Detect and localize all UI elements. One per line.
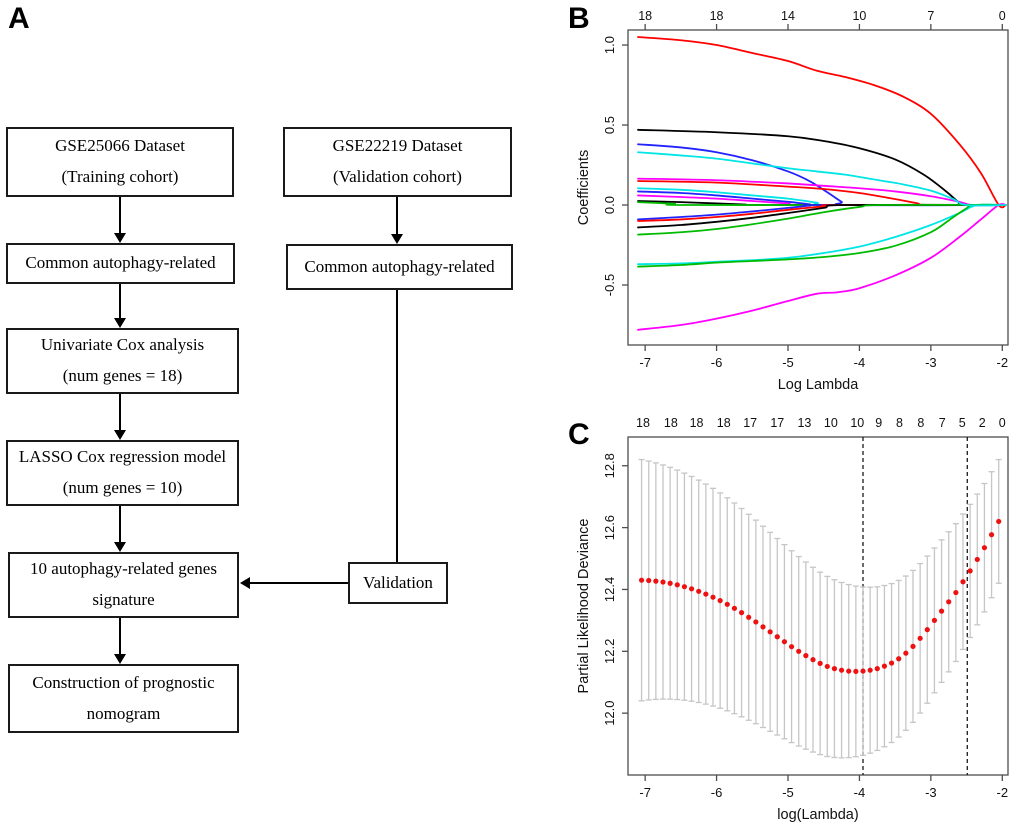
plot-axes [622,24,1009,351]
svg-text:7: 7 [939,416,946,430]
svg-text:-7: -7 [639,785,651,800]
svg-text:13: 13 [797,416,811,430]
flow-box-training-line1: GSE25066 Dataset [55,136,185,156]
error-bars [638,458,1002,759]
deviance-points [638,518,1002,675]
svg-text:-5: -5 [782,785,794,800]
svg-text:18: 18 [690,416,704,430]
svg-text:-6: -6 [711,355,723,370]
flow-box-lasso: LASSO Cox regression model (num genes = … [6,440,239,506]
svg-text:10: 10 [824,416,838,430]
coef-green-3 [637,203,1007,268]
svg-text:10: 10 [852,9,866,23]
svg-text:-4: -4 [854,355,866,370]
flow-box-signature: 10 autophagy-related genes signature [8,552,239,618]
svg-text:17: 17 [743,416,757,430]
svg-text:Partial Likelihood Deviance: Partial Likelihood Deviance [576,519,592,694]
arrow-training-to-common [114,197,126,243]
svg-text:9: 9 [875,416,882,430]
flow-box-nomogram: Construction of prognostic nomogram [8,664,239,733]
flow-box-univariate-line1: Univariate Cox analysis [40,335,205,355]
svg-text:-6: -6 [711,785,723,800]
svg-text:0: 0 [999,416,1006,430]
svg-text:8: 8 [896,416,903,430]
svg-text:8: 8 [917,416,924,430]
svg-text:-4: -4 [854,785,866,800]
flow-box-lasso-line1: LASSO Cox regression model [18,447,227,467]
coef-cyan-1 [637,151,1007,207]
svg-text:12.2: 12.2 [602,639,617,664]
coef-magenta-3 [637,203,1007,331]
svg-text:18: 18 [717,416,731,430]
svg-text:12.8: 12.8 [602,453,617,478]
arrow-validation-to-signature [240,577,348,589]
flow-box-signature-line1: 10 autophagy-related genes [30,559,217,579]
svg-text:-7: -7 [639,355,651,370]
flow-box-common-right-line1: Common autophagy-related [304,256,495,276]
flow-box-nomogram-line2: nomogram [86,703,161,723]
svg-text:Coefficients: Coefficients [576,150,592,226]
flow-box-validation-cohort: GSE22219 Dataset (Validation cohort) [283,127,512,197]
svg-text:18: 18 [664,416,678,430]
svg-text:10: 10 [850,416,864,430]
arrow-lasso-to-signature [114,506,126,552]
coef-magenta-1 [637,177,1007,207]
svg-text:-3: -3 [925,355,937,370]
flow-box-common-left: Common autophagy-related [6,243,235,284]
arrow-common-to-univariate [114,284,126,328]
svg-text:12.6: 12.6 [602,515,617,540]
flow-box-validation: Validation [348,562,448,604]
flow-box-nomogram-line1: Construction of prognostic [32,672,215,692]
svg-text:18: 18 [710,9,724,23]
cv-deviance-plot: -7 -6 -5 -4 -3 -2 12.0 12.2 12.4 12.6 12.8 18 18 18 18… [576,416,1009,823]
plot-axes [622,436,1009,781]
flow-box-common-left-line1: Common autophagy-related [25,253,216,273]
flow-box-training-line2: (Training cohort) [61,167,179,186]
flow-box-training: GSE25066 Dataset (Training cohort) [6,127,234,197]
svg-text:5: 5 [959,416,966,430]
flow-box-validation-cohort-line1: GSE22219 Dataset [332,136,463,156]
coef-black-3 [637,203,1007,229]
flow-box-common-right: Common autophagy-related [286,244,513,290]
lasso-coefficient-plot: -7 -6 -5 -4 -3 -2 -0.5 0.0 0.5 1.0 18 18 14 10 7 0 Log L… [576,9,1009,393]
arrow-valcohort-to-common [391,197,403,244]
arrow-univariate-to-lasso [114,394,126,440]
line-common-right-to-validation [396,290,398,562]
svg-text:1.0: 1.0 [602,36,617,54]
svg-text:0.5: 0.5 [602,116,617,134]
coef-red-1 [637,36,1007,209]
svg-text:-5: -5 [782,355,794,370]
svg-text:7: 7 [927,9,934,23]
svg-text:0.0: 0.0 [602,196,617,214]
svg-text:-0.5: -0.5 [602,274,617,296]
svg-text:0: 0 [999,9,1006,23]
svg-text:12.0: 12.0 [602,700,617,725]
flow-box-signature-line2: signature [92,590,155,609]
flow-box-univariate: Univariate Cox analysis (num genes = 18) [6,328,239,394]
svg-text:-3: -3 [925,785,937,800]
svg-text:18: 18 [636,416,650,430]
svg-text:Log Lambda: Log Lambda [778,377,860,393]
svg-text:14: 14 [781,9,795,23]
flow-box-univariate-line2: (num genes = 18) [62,366,183,385]
flow-box-lasso-line2: (num genes = 10) [62,478,183,497]
svg-text:-2: -2 [997,355,1009,370]
panel-b-label: B [568,2,590,35]
coefficient-paths [637,36,1007,331]
svg-text:12.4: 12.4 [602,577,617,602]
panel-a-label: A [8,2,30,35]
svg-text:17: 17 [770,416,784,430]
flow-box-validation-cohort-line2: (Validation cohort) [333,167,462,186]
flow-box-validation-line1: Validation [363,572,433,592]
svg-text:2: 2 [979,416,986,430]
svg-text:18: 18 [638,9,652,23]
svg-text:-2: -2 [997,785,1009,800]
panel-c-label: C [568,418,590,451]
coef-green-2 [637,203,1007,236]
arrow-signature-to-nomogram [114,618,126,664]
svg-text:log(Lambda): log(Lambda) [777,807,858,823]
